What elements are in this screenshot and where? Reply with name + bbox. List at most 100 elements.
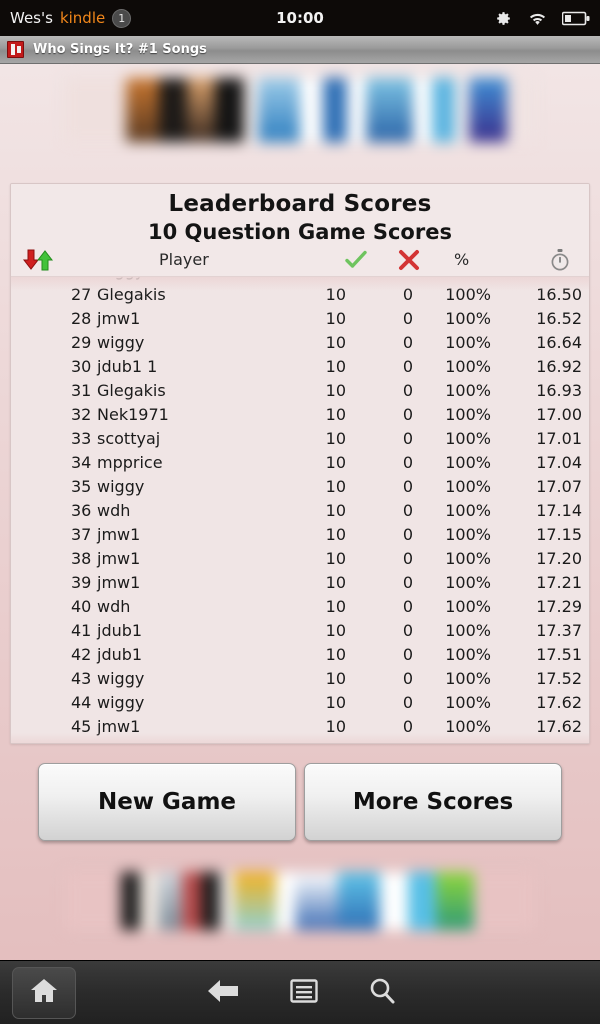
table-row[interactable]: 26 wiggy 10 0 100% 16.27 — [11, 277, 589, 283]
table-row[interactable]: 44 wiggy 10 0 100% 17.62 — [11, 691, 589, 715]
row-correct: 10 — [325, 333, 346, 352]
row-rank: 28 — [71, 309, 92, 328]
row-wrong: 0 — [402, 597, 413, 616]
table-row[interactable]: 34 mpprice 10 0 100% 17.04 — [11, 451, 589, 475]
row-rank: 30 — [71, 357, 92, 376]
action-button-row: New Game More Scores — [0, 763, 600, 841]
row-player: wiggy — [97, 669, 145, 688]
row-correct: 10 — [325, 573, 346, 592]
table-row[interactable]: 28 jmw1 10 0 100% 16.52 — [11, 307, 589, 331]
row-correct: 10 — [325, 693, 346, 712]
row-rank: 45 — [71, 717, 92, 736]
status-bar: Wes's kindle 1 10:00 — [0, 0, 600, 36]
table-row[interactable]: 43 wiggy 10 0 100% 17.52 — [11, 667, 589, 691]
table-row[interactable]: 40 wdh 10 0 100% 17.29 — [11, 595, 589, 619]
row-rank: 44 — [71, 693, 92, 712]
row-rank: 35 — [71, 477, 92, 496]
scores-list: 26 wiggy 10 0 100% 16.27 27 Glegakis 10 0 100% 16.5… — [11, 277, 589, 739]
table-row[interactable]: 36 wdh 10 0 100% 17.14 — [11, 499, 589, 523]
row-percent: 100% — [445, 501, 491, 520]
battery-icon[interactable] — [562, 11, 590, 26]
leaderboard-panel: Leaderboard Scores 10 Question Game Scor… — [10, 183, 590, 744]
table-row[interactable]: 30 jdub1 1 10 0 100% 16.92 — [11, 355, 589, 379]
row-time: 16.27 — [526, 277, 582, 280]
row-correct: 10 — [325, 285, 346, 304]
sort-arrows-icon[interactable] — [21, 249, 55, 275]
table-row[interactable]: 41 jdub1 10 0 100% 17.37 — [11, 619, 589, 643]
row-percent: 100% — [445, 549, 491, 568]
row-player: wiggy — [97, 333, 145, 352]
row-percent: 100% — [445, 717, 491, 736]
row-wrong: 0 — [402, 717, 413, 736]
stopwatch-icon[interactable] — [549, 248, 571, 276]
row-correct: 10 — [325, 381, 346, 400]
cross-icon[interactable] — [397, 248, 421, 276]
table-row[interactable]: 39 jmw1 10 0 100% 17.21 — [11, 571, 589, 595]
row-player: mpprice — [97, 453, 163, 472]
row-player: wiggy — [97, 277, 144, 280]
search-button[interactable] — [368, 977, 396, 1009]
advertisement-banner-bottom[interactable] — [65, 872, 535, 930]
more-scores-button[interactable]: More Scores — [304, 763, 562, 841]
table-row[interactable]: 29 wiggy 10 0 100% 16.64 — [11, 331, 589, 355]
new-game-button[interactable]: New Game — [38, 763, 296, 841]
row-percent: 100% — [445, 645, 491, 664]
row-wrong: 0 — [402, 285, 413, 304]
row-player: jdub1 — [97, 621, 143, 640]
row-rank: 39 — [71, 573, 92, 592]
row-time: 16.50 — [536, 285, 582, 304]
column-header-percent[interactable]: % — [454, 250, 470, 269]
row-player: jdub1 — [97, 645, 143, 664]
row-correct: 10 — [325, 621, 346, 640]
row-player: jmw1 — [97, 573, 141, 592]
row-correct: 10 — [325, 597, 346, 616]
row-percent: 100% — [445, 381, 491, 400]
table-row[interactable]: 31 Glegakis 10 0 100% 16.93 — [11, 379, 589, 403]
table-row[interactable]: 35 wiggy 10 0 100% 17.07 — [11, 475, 589, 499]
column-header-row: Player % — [11, 246, 589, 276]
check-icon[interactable] — [344, 249, 368, 275]
table-row[interactable]: 45 jmw1 10 0 100% 17.62 — [11, 715, 589, 739]
row-percent: 100% — [445, 621, 491, 640]
row-player: Glegakis — [97, 285, 166, 304]
table-row[interactable]: 38 jmw1 10 0 100% 17.20 — [11, 547, 589, 571]
row-rank: 40 — [71, 597, 92, 616]
scores-scroll-view[interactable]: 26 wiggy 10 0 100% 16.27 27 Glegakis 10 0 100% 16.5… — [11, 276, 589, 743]
row-time: 17.04 — [536, 453, 582, 472]
row-time: 17.52 — [536, 669, 582, 688]
table-row[interactable]: 27 Glegakis 10 0 100% 16.50 — [11, 283, 589, 307]
back-arrow-icon — [206, 978, 240, 1008]
row-time: 17.62 — [536, 693, 582, 712]
row-percent: 100% — [445, 405, 491, 424]
row-wrong: 0 — [402, 405, 413, 424]
table-row[interactable]: 32 Nek1971 10 0 100% 17.00 — [11, 403, 589, 427]
row-wrong: 0 — [402, 573, 413, 592]
table-row[interactable]: 42 jdub1 10 0 100% 17.51 — [11, 643, 589, 667]
row-wrong: 0 — [402, 429, 413, 448]
row-time: 17.07 — [536, 477, 582, 496]
row-rank: 42 — [71, 645, 92, 664]
menu-button[interactable] — [290, 978, 318, 1008]
row-correct: 10 — [325, 669, 346, 688]
row-time: 16.64 — [536, 333, 582, 352]
advertisement-banner-top[interactable] — [65, 78, 535, 142]
row-time: 17.37 — [536, 621, 582, 640]
home-button[interactable] — [12, 966, 76, 1019]
row-time: 17.14 — [536, 501, 582, 520]
table-row[interactable]: 37 jmw1 10 0 100% 17.15 — [11, 523, 589, 547]
row-wrong: 0 — [391, 277, 413, 280]
row-percent: 100% — [445, 285, 491, 304]
wifi-icon[interactable] — [527, 10, 548, 27]
row-correct: 10 — [325, 309, 346, 328]
status-bar-icons — [494, 9, 590, 28]
row-rank: 38 — [71, 549, 92, 568]
row-time: 17.00 — [536, 405, 582, 424]
back-button[interactable] — [206, 978, 240, 1008]
row-time: 17.51 — [536, 645, 582, 664]
notification-count-badge[interactable]: 1 — [112, 8, 132, 28]
home-icon — [29, 977, 59, 1009]
table-row[interactable]: 33 scottyaj 10 0 100% 17.01 — [11, 427, 589, 451]
column-header-player[interactable]: Player — [159, 250, 209, 269]
gear-icon[interactable] — [494, 9, 513, 28]
